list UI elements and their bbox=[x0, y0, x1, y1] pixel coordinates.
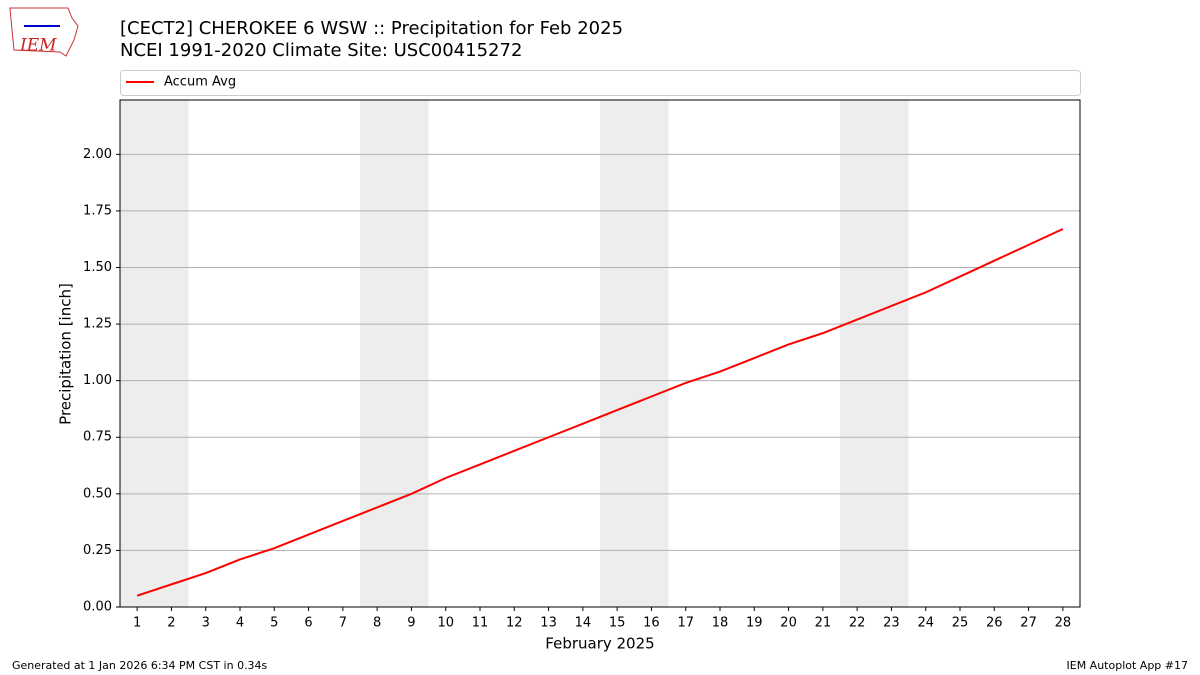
x-tick-label: 18 bbox=[712, 616, 729, 631]
data-line bbox=[136, 228, 1064, 597]
weekend-span bbox=[120, 100, 189, 607]
logo-outline bbox=[9, 7, 79, 57]
logo: IEM bbox=[9, 7, 79, 57]
x-tick-label: 25 bbox=[952, 616, 969, 631]
x-axis-label: February 2025 bbox=[545, 635, 654, 653]
x-tick-label: 15 bbox=[609, 616, 626, 631]
x-tick-label: 8 bbox=[373, 616, 381, 631]
weekend-span bbox=[360, 100, 429, 607]
footer-left: Generated at 1 Jan 2026 6:34 PM CST in 0… bbox=[12, 659, 268, 672]
x-tick-label: 3 bbox=[202, 616, 210, 631]
y-tick-label: 2.00 bbox=[83, 147, 112, 162]
weekend-span bbox=[600, 100, 669, 607]
x-tick-label: 7 bbox=[339, 616, 347, 631]
y-tick-label: 0.50 bbox=[83, 486, 112, 501]
y-tick-label: 0.00 bbox=[83, 600, 112, 615]
y-tick-label: 1.50 bbox=[83, 260, 112, 275]
x-tick-label: 24 bbox=[917, 616, 934, 631]
x-tick-label: 4 bbox=[236, 616, 244, 631]
x-tick-label: 5 bbox=[270, 616, 278, 631]
y-tick-label: 1.25 bbox=[83, 317, 112, 332]
x-tick-label: 21 bbox=[815, 616, 832, 631]
x-tick-label: 2 bbox=[167, 616, 175, 631]
x-tick-label: 14 bbox=[575, 616, 592, 631]
x-tick-label: 13 bbox=[540, 616, 557, 631]
chart-subtitle: NCEI 1991-2020 Climate Site: USC00415272 bbox=[120, 40, 522, 61]
x-tick-label: 22 bbox=[849, 616, 866, 631]
y-axis-label: Precipitation [inch] bbox=[57, 283, 75, 425]
x-tick-label: 6 bbox=[304, 616, 312, 631]
plot-frame bbox=[119, 99, 1081, 608]
legend-label: Accum Avg bbox=[164, 75, 236, 90]
x-tick-label: 10 bbox=[437, 616, 454, 631]
x-tick-label: 9 bbox=[407, 616, 415, 631]
x-tick-label: 19 bbox=[746, 616, 763, 631]
logo-text: IEM bbox=[19, 36, 57, 56]
y-tick-label: 0.25 bbox=[83, 543, 112, 558]
y-tick-label: 0.75 bbox=[83, 430, 112, 445]
x-tick-label: 28 bbox=[1055, 616, 1072, 631]
y-tick-label: 1.00 bbox=[83, 373, 112, 388]
x-tick-label: 20 bbox=[780, 616, 797, 631]
chart-title: [CECT2] CHEROKEE 6 WSW :: Precipitation … bbox=[120, 18, 623, 39]
x-tick-label: 17 bbox=[677, 616, 694, 631]
weekend-span bbox=[840, 100, 909, 607]
x-tick-label: 12 bbox=[506, 616, 523, 631]
x-tick-label: 27 bbox=[1020, 616, 1037, 631]
x-tick-label: 26 bbox=[986, 616, 1003, 631]
legend-box bbox=[120, 70, 1081, 96]
x-tick-label: 1 bbox=[133, 616, 141, 631]
x-tick-label: 16 bbox=[643, 616, 660, 631]
x-tick-label: 11 bbox=[472, 616, 489, 631]
footer-right: IEM Autoplot App #17 bbox=[1067, 659, 1189, 672]
y-tick-label: 1.75 bbox=[83, 203, 112, 218]
x-tick-label: 23 bbox=[883, 616, 900, 631]
